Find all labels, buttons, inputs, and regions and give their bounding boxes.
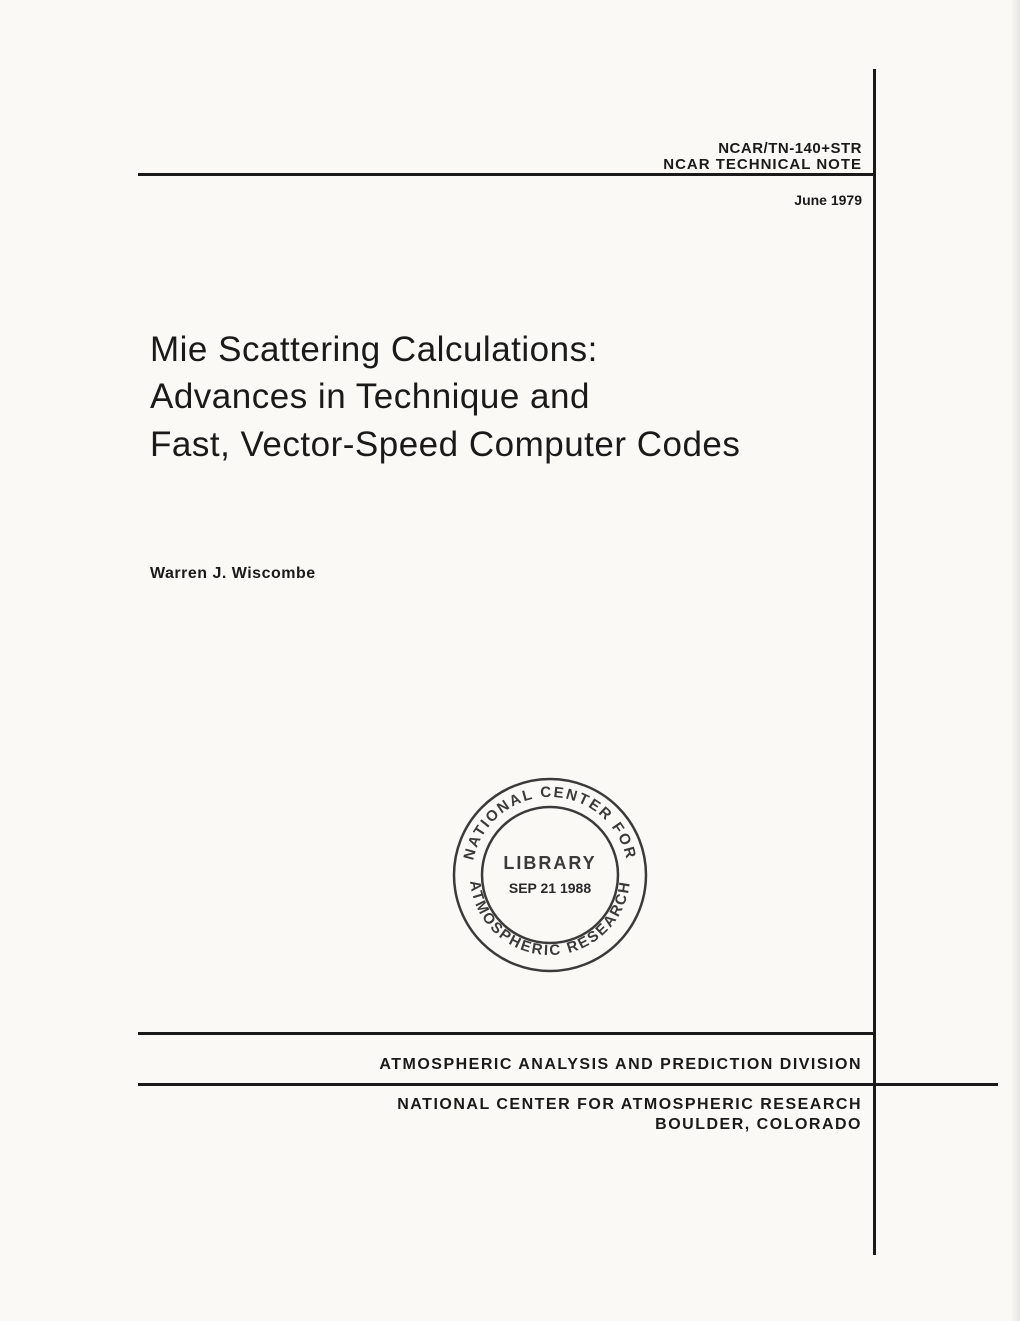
title-line-2: Advances in Technique and xyxy=(150,373,740,420)
report-number: NCAR/TN-140+STR xyxy=(718,140,862,157)
location: BOULDER, COLORADO xyxy=(655,1116,862,1134)
author-name: Warren J. Wiscombe xyxy=(150,565,316,583)
title-line-1: Mie Scattering Calculations: xyxy=(150,326,740,373)
document-title: Mie Scattering Calculations: Advances in… xyxy=(150,326,740,468)
page-edge-shadow xyxy=(1012,0,1020,1321)
vertical-rule-top xyxy=(873,69,876,175)
stamp-center-line-1: LIBRARY xyxy=(503,853,596,873)
document-type: NCAR TECHNICAL NOTE xyxy=(663,156,862,173)
library-stamp: NATIONAL CENTER FOR ATMOSPHERIC RESEARCH… xyxy=(450,775,650,975)
horizontal-rule-2 xyxy=(138,1032,876,1035)
publication-date: June 1979 xyxy=(794,192,862,208)
horizontal-rule-3 xyxy=(138,1083,998,1086)
horizontal-rule-1 xyxy=(138,173,876,176)
page: NCAR/TN-140+STR NCAR TECHNICAL NOTE June… xyxy=(0,0,1020,1321)
organization-name: NATIONAL CENTER FOR ATMOSPHERIC RESEARCH xyxy=(397,1096,862,1114)
stamp-icon: NATIONAL CENTER FOR ATMOSPHERIC RESEARCH… xyxy=(450,775,650,975)
vertical-rule-main xyxy=(873,175,876,1255)
division-name: ATMOSPHERIC ANALYSIS AND PREDICTION DIVI… xyxy=(379,1056,862,1074)
title-line-3: Fast, Vector-Speed Computer Codes xyxy=(150,421,740,468)
stamp-center-line-2: SEP 21 1988 xyxy=(509,880,591,896)
